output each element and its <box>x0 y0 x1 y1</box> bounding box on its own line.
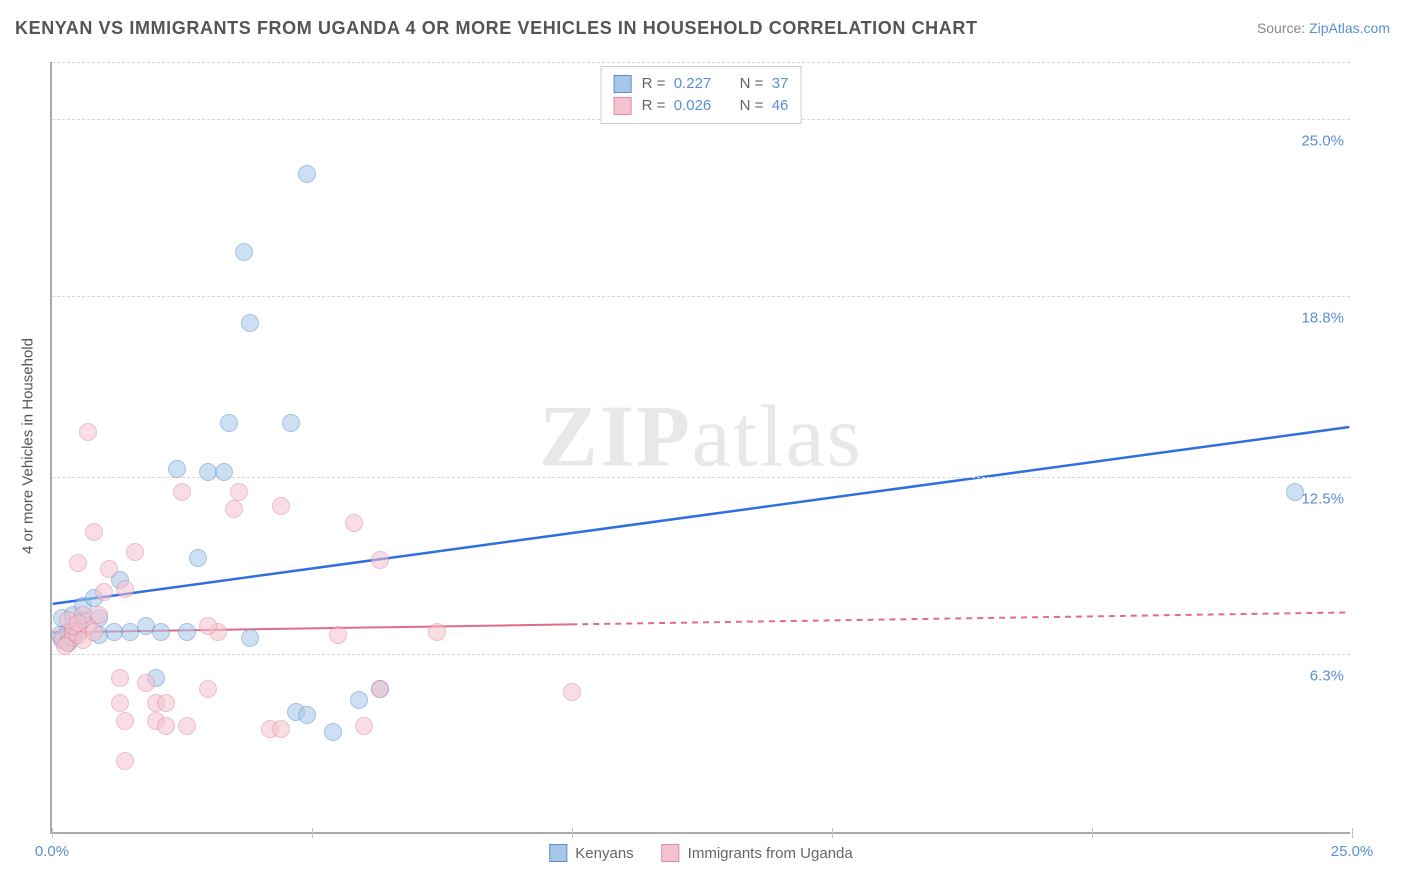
x-tick <box>1092 828 1093 838</box>
legend-label: Immigrants from Uganda <box>688 845 853 862</box>
chart-title: KENYAN VS IMMIGRANTS FROM UGANDA 4 OR MO… <box>15 18 978 39</box>
data-point <box>241 314 259 332</box>
x-tick <box>312 828 313 838</box>
data-point <box>1286 483 1304 501</box>
data-point <box>199 680 217 698</box>
n-kenyans: N = 37 <box>740 73 789 95</box>
data-point <box>152 623 170 641</box>
y-tick-label: 18.8% <box>1301 310 1344 327</box>
x-tick <box>1352 828 1353 838</box>
watermark-a: ZIP <box>539 388 692 485</box>
x-tick <box>52 828 53 838</box>
data-point <box>85 523 103 541</box>
data-point <box>563 683 581 701</box>
legend-stats-row: R = 0.026 N = 46 <box>614 95 789 117</box>
data-point <box>272 720 290 738</box>
legend-item: Immigrants from Uganda <box>662 844 853 862</box>
data-point <box>355 717 373 735</box>
data-point <box>116 580 134 598</box>
data-point <box>85 623 103 641</box>
data-point <box>241 629 259 647</box>
data-point <box>90 606 108 624</box>
data-point <box>282 414 300 432</box>
data-point <box>272 497 290 515</box>
legend-item: Kenyans <box>549 844 633 862</box>
y-tick-label: 25.0% <box>1301 133 1344 150</box>
data-point <box>56 637 74 655</box>
data-point <box>329 626 347 644</box>
x-tick-label: 0.0% <box>35 843 69 860</box>
legend-bottom: Kenyans Immigrants from Uganda <box>549 844 852 862</box>
data-point <box>79 423 97 441</box>
x-tick-label: 25.0% <box>1331 843 1374 860</box>
data-point <box>69 614 87 632</box>
data-point <box>111 694 129 712</box>
watermark: ZIPatlas <box>539 386 863 487</box>
data-point <box>69 554 87 572</box>
data-point <box>371 551 389 569</box>
source-link[interactable]: ZipAtlas.com <box>1309 20 1390 36</box>
gridline <box>52 477 1350 478</box>
legend-label: Kenyans <box>575 845 633 862</box>
data-point <box>298 165 316 183</box>
legend-stats-row: R = 0.227 N = 37 <box>614 73 789 95</box>
data-point <box>215 463 233 481</box>
data-point <box>126 543 144 561</box>
data-point <box>95 583 113 601</box>
r-kenyans: R = 0.227 <box>642 73 712 95</box>
gridline <box>52 62 1350 63</box>
data-point <box>137 674 155 692</box>
data-point <box>199 617 217 635</box>
data-point <box>116 712 134 730</box>
trend-lines <box>52 62 1350 832</box>
y-axis-label: 4 or more Vehicles in Household <box>20 338 37 554</box>
swatch-uganda <box>662 844 680 862</box>
source-label: Source: ZipAtlas.com <box>1257 20 1390 36</box>
swatch-kenyans <box>614 75 632 93</box>
data-point <box>345 514 363 532</box>
data-point <box>220 414 238 432</box>
watermark-b: atlas <box>692 388 863 485</box>
swatch-uganda <box>614 97 632 115</box>
data-point <box>371 680 389 698</box>
y-tick-label: 12.5% <box>1301 490 1344 507</box>
data-point <box>111 669 129 687</box>
gridline <box>52 654 1350 655</box>
data-point <box>298 706 316 724</box>
data-point <box>324 723 342 741</box>
data-point <box>168 460 186 478</box>
source-prefix: Source: <box>1257 20 1305 36</box>
n-uganda: N = 46 <box>740 95 789 117</box>
gridline <box>52 296 1350 297</box>
r-uganda: R = 0.026 <box>642 95 712 117</box>
x-tick <box>832 828 833 838</box>
data-point <box>173 483 191 501</box>
data-point <box>157 694 175 712</box>
y-tick-label: 6.3% <box>1310 667 1344 684</box>
data-point <box>157 717 175 735</box>
legend-stats: R = 0.227 N = 37 R = 0.026 N = 46 <box>601 66 802 124</box>
swatch-kenyans <box>549 844 567 862</box>
data-point <box>116 752 134 770</box>
plot-area: ZIPatlas R = 0.227 N = 37 R = 0.026 N = … <box>50 62 1350 834</box>
data-point <box>100 560 118 578</box>
data-point <box>225 500 243 518</box>
data-point <box>235 243 253 261</box>
data-point <box>189 549 207 567</box>
data-point <box>230 483 248 501</box>
data-point <box>178 623 196 641</box>
data-point <box>428 623 446 641</box>
data-point <box>350 691 368 709</box>
x-tick <box>572 828 573 838</box>
data-point <box>178 717 196 735</box>
